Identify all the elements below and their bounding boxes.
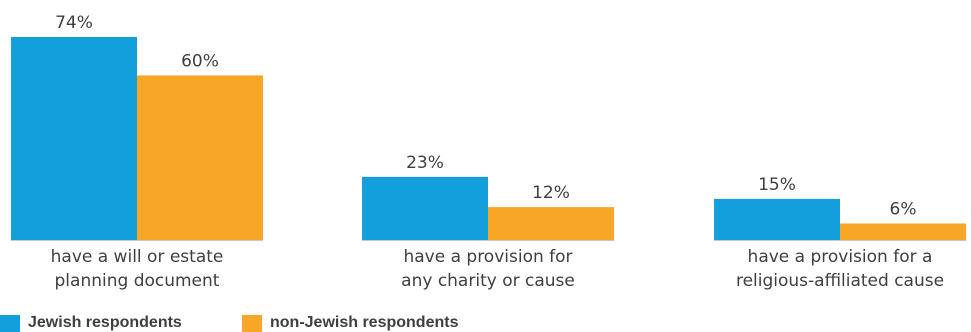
category-label-1-line-1: have a will or estate [51, 247, 224, 267]
chart-plot: 74% 60% have a will or estate planning docu… [11, 13, 966, 291]
bar-non-jewish-1 [137, 75, 263, 241]
legend-label-non-jewish: non-Jewish respondents [270, 314, 459, 331]
legend-swatch-jewish [0, 315, 20, 332]
category-label-2-line-2: any charity or cause [401, 271, 575, 291]
data-label-non-jewish-3: 6% [890, 200, 917, 220]
bar-non-jewish-2 [488, 207, 614, 240]
category-label-1-line-2: planning document [55, 271, 220, 291]
category-label-3-line-2: religious-affiliated cause [736, 271, 944, 291]
bar-non-jewish-3 [840, 223, 966, 240]
legend-label-jewish: Jewish respondents [28, 314, 182, 331]
data-label-jewish-2: 23% [406, 153, 444, 173]
data-label-jewish-1: 74% [55, 13, 93, 33]
data-label-non-jewish-2: 12% [532, 183, 570, 203]
legend-swatch-non-jewish [242, 315, 262, 332]
bar-jewish-1 [11, 37, 137, 240]
data-label-non-jewish-1: 60% [181, 51, 219, 71]
category-label-2-line-1: have a provision for [403, 247, 572, 267]
category-label-3-line-1: have a provision for a [748, 247, 933, 267]
bar-jewish-3 [714, 198, 840, 240]
bar-jewish-2 [362, 176, 488, 240]
data-label-jewish-3: 15% [758, 175, 796, 195]
